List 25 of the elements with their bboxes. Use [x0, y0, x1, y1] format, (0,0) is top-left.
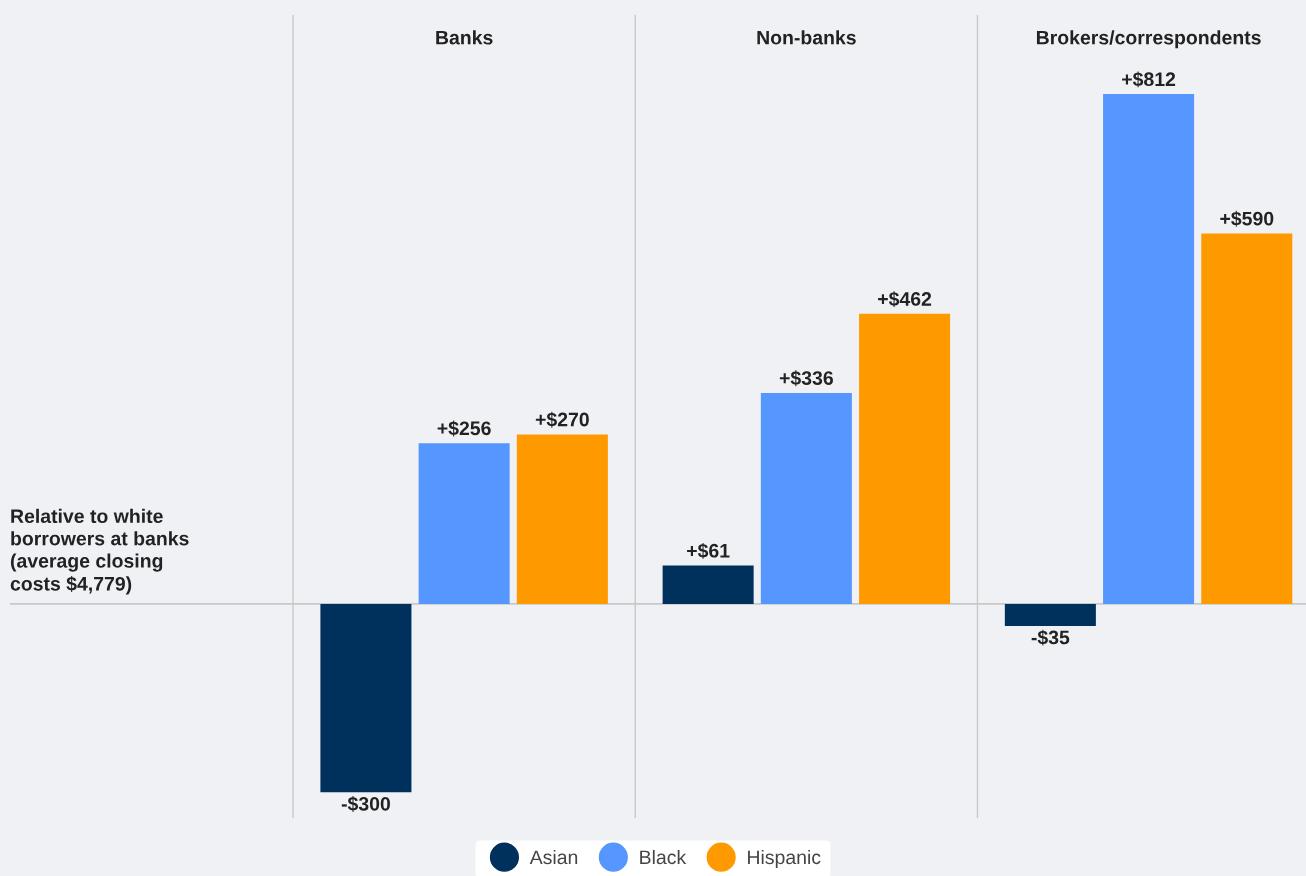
- bar: [418, 443, 510, 604]
- bar: [320, 603, 412, 793]
- data-label: +$270: [535, 411, 589, 428]
- data-label: +$812: [1122, 71, 1176, 88]
- bar: [1201, 233, 1293, 604]
- data-label: -$300: [341, 796, 390, 812]
- bar: [662, 565, 754, 604]
- x-tick-label: Banks: [436, 30, 493, 45]
- ref-line-label: Relative to white borrowers at banks (average closing costs $4,779): [10, 508, 189, 595]
- bar: [859, 313, 951, 604]
- data-label: +$256: [437, 420, 491, 437]
- x-tick-label: Non-banks: [757, 30, 856, 45]
- x-tick-label: Brokers/correspondents: [1036, 30, 1261, 49]
- data-label: +$61: [687, 542, 730, 559]
- bar: [1004, 603, 1096, 626]
- bar: [1103, 94, 1195, 604]
- bar: [760, 392, 852, 604]
- legend-label: Hispanic: [748, 849, 821, 869]
- data-label: -$35: [1031, 629, 1070, 646]
- legend-label: Asian: [529, 849, 578, 865]
- data-label: +$336: [779, 370, 833, 387]
- legend-label: Black: [640, 849, 687, 865]
- data-label: +$462: [878, 291, 932, 308]
- bar: [516, 434, 608, 604]
- data-label: +$590: [1220, 210, 1274, 227]
